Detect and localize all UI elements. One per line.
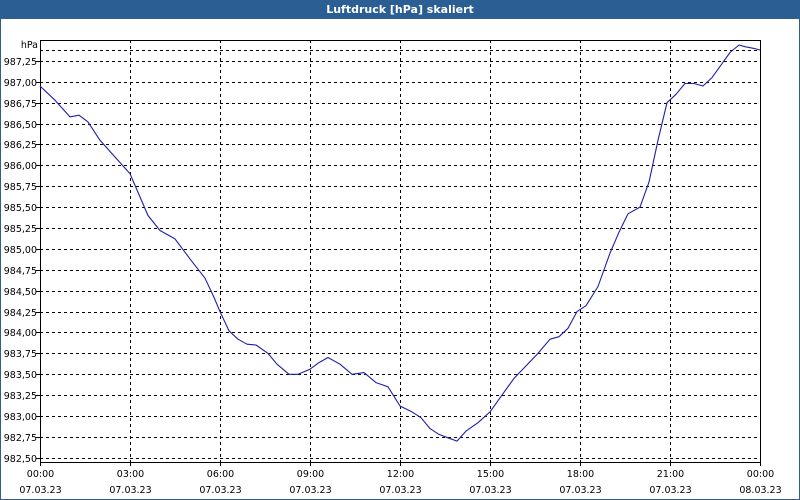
y-tick-label: 984,50 xyxy=(4,287,37,298)
x-tick-date-label: 08.03.23 xyxy=(739,485,781,496)
x-tick-time-label: 00:00 xyxy=(747,469,774,480)
y-tick-label: 987,25 xyxy=(4,57,37,68)
grid-lines xyxy=(40,40,761,462)
y-tick-label: 985,50 xyxy=(4,203,37,214)
chart-title: Luftdruck [hPa] skaliert xyxy=(0,0,800,19)
x-tick-date-label: 07.03.23 xyxy=(649,485,691,496)
x-tick-time-label: 21:00 xyxy=(657,469,684,480)
y-tick-label: 983,75 xyxy=(4,349,37,360)
y-tick-label: 985,25 xyxy=(4,224,37,235)
x-tick-time-label: 18:00 xyxy=(567,469,594,480)
x-tick-date-label: 07.03.23 xyxy=(109,485,151,496)
y-tick-label: 982,75 xyxy=(4,433,37,444)
x-tick-date-label: 07.03.23 xyxy=(379,485,421,496)
x-tick-date-label: 07.03.23 xyxy=(469,485,511,496)
y-tick-label: 984,75 xyxy=(4,266,37,277)
x-tick-time-label: 12:00 xyxy=(387,469,414,480)
y-tick-label: 986,25 xyxy=(4,140,37,151)
x-tick-date-label: 07.03.23 xyxy=(199,485,241,496)
y-tick-label: 986,50 xyxy=(4,120,37,131)
y-tick-label: 986,75 xyxy=(4,99,37,110)
series-line-luftdruck xyxy=(39,44,761,442)
y-tick-label: 986,00 xyxy=(4,161,37,172)
y-tick-label: 987,00 xyxy=(4,78,37,89)
x-tick-time-label: 03:00 xyxy=(117,469,144,480)
x-tick-time-label: 15:00 xyxy=(477,469,504,480)
series-layer xyxy=(39,44,761,442)
x-tick-date-label: 07.03.23 xyxy=(19,485,61,496)
y-tick-label: 985,75 xyxy=(4,182,37,193)
plot-area-border xyxy=(40,40,761,463)
x-tick-time-label: 00:00 xyxy=(27,469,54,480)
y-tick-label: 984,25 xyxy=(4,308,37,319)
y-tick-label: 985,00 xyxy=(4,245,37,256)
y-tick-label: 982,50 xyxy=(4,454,37,465)
x-tick-time-label: 09:00 xyxy=(297,469,324,480)
y-axis-unit-label: hPa xyxy=(21,40,38,51)
x-tick-date-label: 07.03.23 xyxy=(559,485,601,496)
x-tick-time-label: 06:00 xyxy=(207,469,234,480)
y-tick-label: 983,50 xyxy=(4,370,37,381)
axes: 982,50 982,75 983,00 983,25 983,50 983,75 984,… xyxy=(4,40,782,496)
y-tick-label: 984,00 xyxy=(4,328,37,339)
y-tick-label: 983,00 xyxy=(4,412,37,423)
x-tick-date-label: 07.03.23 xyxy=(289,485,331,496)
y-tick-label: 983,25 xyxy=(4,391,37,402)
